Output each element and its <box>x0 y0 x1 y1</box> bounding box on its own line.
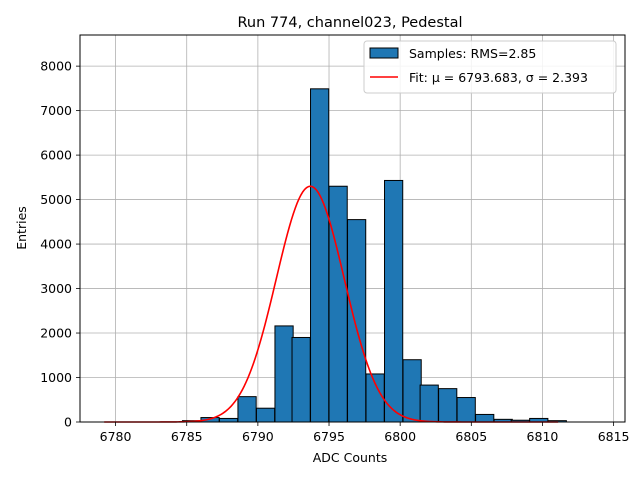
legend-label-fit: Fit: μ = 6793.683, σ = 2.393 <box>409 70 588 85</box>
legend-swatch-histogram <box>369 47 399 59</box>
x-tick-label: 6785 <box>171 429 203 444</box>
histogram-bar <box>384 179 404 423</box>
chart-title: Run 774, channel023, Pedestal <box>237 15 462 31</box>
histogram-bar <box>237 396 257 423</box>
y-tick-label: 8000 <box>40 59 72 74</box>
histogram-bar <box>310 88 330 423</box>
histogram-bar <box>438 388 458 423</box>
histogram-bar <box>402 359 422 423</box>
y-tick-label: 1000 <box>40 370 72 385</box>
histogram-bar <box>365 373 385 423</box>
histogram-bar <box>328 185 348 423</box>
histogram-bar <box>218 417 239 423</box>
x-tick-label: 6795 <box>313 429 345 444</box>
histogram-bar <box>456 397 476 423</box>
plot-frame <box>79 34 626 423</box>
x-tick-label: 6800 <box>384 429 416 444</box>
histogram-bar <box>291 336 311 423</box>
histogram-bar <box>347 219 367 423</box>
y-tick-label: 4000 <box>40 237 72 252</box>
legend-box <box>363 40 617 94</box>
histogram-bar <box>475 413 495 423</box>
y-tick-label: 0 <box>64 415 72 430</box>
histogram-bars <box>181 88 567 423</box>
x-tick-label: 6805 <box>455 429 487 444</box>
x-tick-label: 6810 <box>527 429 559 444</box>
x-tick-label: 6815 <box>598 429 630 444</box>
x-tick-label: 6790 <box>242 429 274 444</box>
y-tick-label: 2000 <box>40 326 72 341</box>
legend: Samples: RMS=2.85 Fit: μ = 6793.683, σ =… <box>363 40 617 94</box>
y-tick-label: 3000 <box>40 281 72 296</box>
y-axis-ticks: 0 1000 2000 3000 4000 5000 6000 7000 8000 <box>40 59 80 430</box>
x-axis-ticks: 6780 6785 6790 6795 6800 6805 6810 6815 <box>100 422 630 444</box>
y-tick-label: 5000 <box>40 192 72 207</box>
y-tick-label: 6000 <box>40 148 72 163</box>
x-tick-label: 6780 <box>100 429 132 444</box>
y-axis-label: Entries <box>14 206 29 250</box>
legend-label-histogram: Samples: RMS=2.85 <box>409 46 536 61</box>
histogram-bar <box>255 407 276 423</box>
histogram-bar <box>274 325 294 423</box>
x-axis-label: ADC Counts <box>313 450 388 465</box>
histogram-bar <box>419 384 439 423</box>
y-tick-label: 7000 <box>40 103 72 118</box>
